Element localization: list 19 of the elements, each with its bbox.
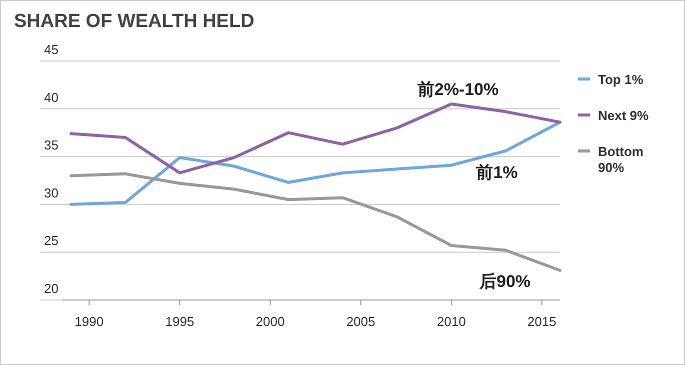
annotation: 前2%-10%: [416, 80, 499, 99]
y-tick-label: 25: [44, 233, 58, 248]
y-tick-label: 40: [44, 90, 58, 105]
x-tick-label: 1995: [165, 314, 194, 329]
x-tick-label: 2000: [256, 314, 285, 329]
chart-title: SHARE OF WEALTH HELD: [14, 11, 254, 32]
x-tick-label: 1990: [74, 314, 104, 329]
y-tick-label: 20: [44, 281, 58, 296]
y-tick-label: 45: [44, 42, 58, 57]
x-tick-label: 2010: [436, 314, 466, 329]
annotation: 后90%: [478, 272, 531, 291]
legend-label: Next 9%: [598, 108, 650, 123]
annotation: 前1%: [475, 163, 518, 182]
x-tick-label: 2015: [527, 314, 556, 329]
y-tick-label: 35: [44, 138, 58, 153]
legend-label: Bottom 90%: [598, 144, 644, 175]
legend-label: Top 1%: [598, 72, 644, 87]
x-tick-label: 2005: [346, 314, 376, 329]
y-tick-label: 30: [44, 185, 58, 200]
